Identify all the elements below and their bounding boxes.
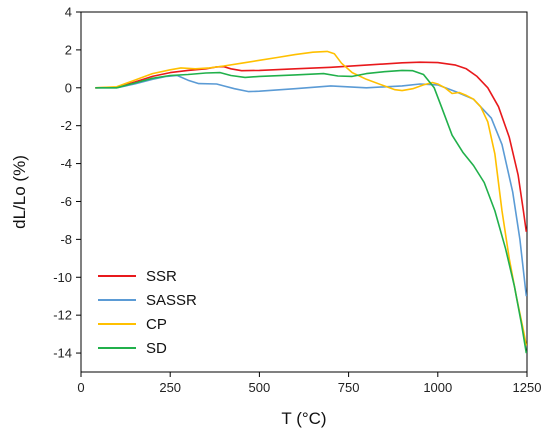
legend-label-cp: CP <box>146 316 167 333</box>
y-tick-label: 4 <box>65 5 72 20</box>
x-axis-title: T (°C) <box>281 409 326 428</box>
series-line-ssr <box>95 61 528 232</box>
legend: SSR SASSR CP SD <box>98 268 197 357</box>
legend-label-sassr: SASSR <box>146 292 197 309</box>
y-axis-title: dL/Lo (%) <box>10 155 29 229</box>
y-tick-label: -4 <box>60 156 72 171</box>
x-tick-label: 750 <box>338 380 360 395</box>
y-tick-label: 2 <box>65 42 72 57</box>
x-tick-label: 250 <box>159 380 181 395</box>
y-tick-label: -8 <box>60 232 72 247</box>
legend-label-sd: SD <box>146 340 167 357</box>
series-line-sassr <box>95 74 528 297</box>
x-tick-label: 1250 <box>513 380 542 395</box>
series-line-cp <box>95 50 528 346</box>
y-tick-label: 0 <box>65 80 72 95</box>
series-layer <box>95 50 528 354</box>
x-tick-label: 1000 <box>423 380 452 395</box>
y-tick-label: -12 <box>53 308 72 323</box>
legend-label-ssr: SSR <box>146 268 177 285</box>
y-tick-label: -14 <box>53 346 72 361</box>
y-tick-label: -10 <box>53 270 72 285</box>
x-tick-label: 0 <box>77 380 84 395</box>
axis-ticks: 0 250 500 750 1000 1250 4 2 0 -2 -4 -6 -8 -10 -12 -14 <box>53 5 541 396</box>
plot-frame <box>80 11 528 373</box>
y-tick-label: -6 <box>60 194 72 209</box>
x-tick-label: 500 <box>249 380 271 395</box>
y-tick-label: -2 <box>60 118 72 133</box>
series-line-sd <box>95 69 528 354</box>
